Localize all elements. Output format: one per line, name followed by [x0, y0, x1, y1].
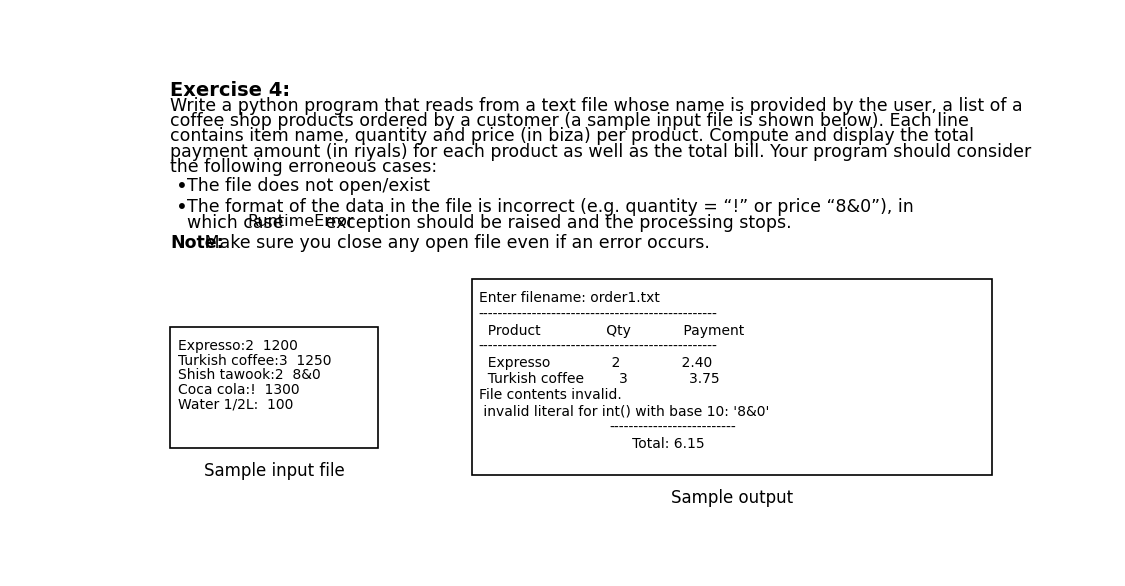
Text: invalid literal for int() with base 10: '8&0': invalid literal for int() with base 10: … — [478, 404, 768, 418]
Text: exception should be raised and the processing stops.: exception should be raised and the proce… — [319, 213, 791, 231]
Text: Product               Qty            Payment: Product Qty Payment — [478, 323, 744, 338]
Text: Sample input file: Sample input file — [204, 462, 344, 481]
Text: Turkish coffee:3  1250: Turkish coffee:3 1250 — [178, 354, 332, 367]
Text: Turkish coffee        3              3.75: Turkish coffee 3 3.75 — [478, 372, 719, 386]
Text: •: • — [177, 176, 188, 196]
Text: RuntimeError: RuntimeError — [248, 213, 354, 229]
Text: File contents invalid.: File contents invalid. — [478, 389, 621, 403]
Text: contains item name, quantity and price (in biza) per product. Compute and displa: contains item name, quantity and price (… — [170, 127, 974, 145]
Text: Total: 6.15: Total: 6.15 — [478, 437, 704, 451]
Text: Sample output: Sample output — [670, 489, 793, 507]
Text: Make sure you close any open file even if an error occurs.: Make sure you close any open file even i… — [199, 234, 710, 251]
Text: Coca cola:!  1300: Coca cola:! 1300 — [178, 383, 299, 397]
Text: Write a python program that reads from a text file whose name is provided by the: Write a python program that reads from a… — [170, 97, 1023, 114]
FancyBboxPatch shape — [472, 279, 991, 475]
Text: Note:: Note: — [170, 234, 224, 251]
Text: Shish tawook:2  8&0: Shish tawook:2 8&0 — [178, 369, 321, 382]
Text: -------------------------------------------------: ----------------------------------------… — [478, 340, 718, 354]
Text: Expresso              2              2.40: Expresso 2 2.40 — [478, 356, 712, 370]
Text: payment amount (in riyals) for each product as well as the total bill. Your prog: payment amount (in riyals) for each prod… — [170, 143, 1032, 161]
Text: -------------------------------------------------: ----------------------------------------… — [478, 308, 718, 322]
Text: •: • — [177, 198, 188, 217]
FancyBboxPatch shape — [170, 327, 378, 448]
Text: The file does not open/exist: The file does not open/exist — [187, 176, 430, 195]
Text: --------------------------: -------------------------- — [610, 421, 736, 435]
Text: Enter filename: order1.txt: Enter filename: order1.txt — [478, 291, 659, 305]
Text: the following erroneous cases:: the following erroneous cases: — [170, 158, 438, 176]
Text: coffee shop products ordered by a customer (a sample input file is shown below).: coffee shop products ordered by a custom… — [170, 112, 969, 130]
Text: Exercise 4:: Exercise 4: — [170, 81, 290, 100]
Text: The format of the data in the file is incorrect (e.g. quantity = “!” or price “8: The format of the data in the file is in… — [187, 198, 914, 216]
Text: Expresso:2  1200: Expresso:2 1200 — [178, 339, 298, 353]
Text: which case: which case — [187, 213, 289, 231]
Text: Water 1/2L:  100: Water 1/2L: 100 — [178, 397, 294, 411]
